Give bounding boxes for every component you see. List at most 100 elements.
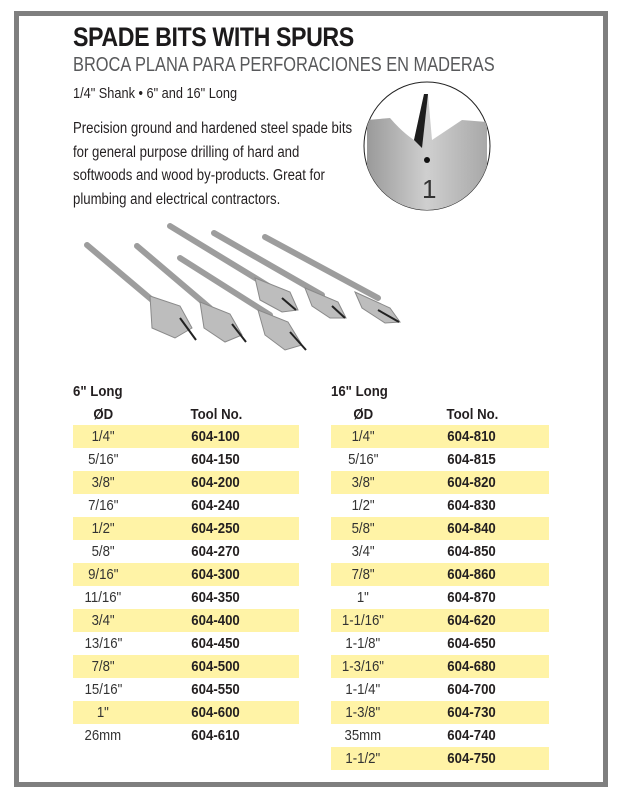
tool-number-cell: 604-550	[191, 681, 241, 698]
table-row: 5/8" 604-840	[331, 517, 549, 540]
table-row: 15/16" 604-550	[73, 678, 299, 701]
diameter-cell: 13/16"	[84, 635, 122, 652]
column-header-diameter: ØD	[353, 405, 373, 423]
tool-number-cell: 604-350	[191, 589, 241, 606]
table-row: 7/8" 604-500	[73, 655, 299, 678]
table-6-inch-long: 6" Long ØD Tool No. 1/4" 604-100 5/16" 604-…	[73, 383, 299, 747]
tool-number-cell: 604-700	[447, 681, 497, 698]
diameter-cell: 15/16"	[84, 681, 122, 698]
diameter-cell: 1-3/8"	[345, 704, 381, 721]
table-row: 7/16" 604-240	[73, 494, 299, 517]
spec-line: 1/4" Shank • 6" and 16" Long	[73, 85, 238, 102]
tool-number-cell: 604-740	[447, 727, 497, 744]
diameter-cell: 1-1/16"	[341, 612, 385, 629]
column-header-tool-no: Tool No.	[190, 405, 242, 423]
table-row: 5/16" 604-815	[331, 448, 549, 471]
tool-number-cell: 604-840	[447, 520, 497, 537]
diameter-cell: 9/16"	[87, 566, 119, 583]
tool-number-cell: 604-750	[447, 750, 497, 767]
tool-number-cell: 604-250	[191, 520, 241, 537]
tool-number-cell: 604-730	[447, 704, 497, 721]
tool-number-cell: 604-400	[191, 612, 241, 629]
tool-number-cell: 604-600	[191, 704, 241, 721]
tool-number-cell: 604-300	[191, 566, 241, 583]
spade-bits-set-image	[84, 223, 401, 351]
table-row: 1/4" 604-100	[73, 425, 299, 448]
table-body: 1/4" 604-100 5/16" 604-150 3/8" 604-200 7/16" 6…	[73, 425, 299, 747]
diameter-cell: 1-1/2"	[345, 750, 381, 767]
svg-text:1: 1	[422, 174, 436, 204]
diameter-cell: 1"	[96, 704, 110, 721]
table-row: 3/8" 604-820	[331, 471, 549, 494]
table-row: 1-3/8" 604-730	[331, 701, 549, 724]
table-body: 1/4" 604-810 5/16" 604-815 3/8" 604-820 1/2" 60…	[331, 425, 549, 770]
diameter-cell: 7/8"	[91, 658, 115, 675]
page-title: SPADE BITS WITH SPURS	[73, 22, 354, 52]
table-row: 3/8" 604-200	[73, 471, 299, 494]
table-row: 1/4" 604-810	[331, 425, 549, 448]
table-row: 7/8" 604-860	[331, 563, 549, 586]
diameter-cell: 1-1/4"	[345, 681, 381, 698]
tool-number-cell: 604-650	[447, 635, 497, 652]
column-header-diameter: ØD	[93, 405, 113, 423]
tool-number-cell: 604-500	[191, 658, 241, 675]
tool-number-cell: 604-830	[447, 497, 497, 514]
table-row: 5/16" 604-150	[73, 448, 299, 471]
diameter-cell: 1"	[356, 589, 370, 606]
table-row: 1/2" 604-830	[331, 494, 549, 517]
table-header: ØD Tool No.	[331, 403, 549, 425]
tool-number-cell: 604-200	[191, 474, 241, 491]
diameter-cell: 1/4"	[91, 428, 115, 445]
diameter-cell: 11/16"	[84, 589, 122, 606]
diameter-cell: 5/8"	[91, 543, 115, 560]
table-row: 35mm 604-740	[331, 724, 549, 747]
diameter-cell: 3/4"	[351, 543, 375, 560]
tool-number-cell: 604-815	[447, 451, 497, 468]
tool-number-cell: 604-620	[447, 612, 497, 629]
diameter-cell: 1/2"	[91, 520, 115, 537]
table-row: 3/4" 604-400	[73, 609, 299, 632]
diameter-cell: 3/4"	[91, 612, 115, 629]
diameter-cell: 1/2"	[351, 497, 375, 514]
table-row: 3/4" 604-850	[331, 540, 549, 563]
tool-number-cell: 604-240	[191, 497, 241, 514]
tool-number-cell: 604-450	[191, 635, 241, 652]
diameter-cell: 7/16"	[87, 497, 119, 514]
tool-number-cell: 604-820	[447, 474, 497, 491]
spade-tip-closeup-image: 1	[363, 81, 491, 211]
tool-number-cell: 604-270	[191, 543, 241, 560]
page-subtitle: BROCA PLANA PARA PERFORACIONES EN MADERA…	[73, 54, 495, 76]
tool-number-cell: 604-850	[447, 543, 497, 560]
diameter-cell: 5/8"	[351, 520, 375, 537]
diameter-cell: 5/16"	[87, 451, 119, 468]
table-row: 1-1/4" 604-700	[331, 678, 549, 701]
table-row: 1-1/2" 604-750	[331, 747, 549, 770]
table-header: ØD Tool No.	[73, 403, 299, 425]
diameter-cell: 7/8"	[351, 566, 375, 583]
table-row: 1/2" 604-250	[73, 517, 299, 540]
table-row: 1" 604-870	[331, 586, 549, 609]
table-row: 1-1/16" 604-620	[331, 609, 549, 632]
column-header-tool-no: Tool No.	[446, 405, 498, 423]
tool-number-cell: 604-100	[191, 428, 241, 445]
tool-number-cell: 604-680	[447, 658, 497, 675]
table-row: 11/16" 604-350	[73, 586, 299, 609]
diameter-cell: 5/16"	[347, 451, 379, 468]
table-16-inch-long: 16" Long ØD Tool No. 1/4" 604-810 5/16" 604…	[331, 383, 549, 770]
table-row: 1" 604-600	[73, 701, 299, 724]
table-row: 13/16" 604-450	[73, 632, 299, 655]
table-row: 9/16" 604-300	[73, 563, 299, 586]
table-row: 1-1/8" 604-650	[331, 632, 549, 655]
table-row: 5/8" 604-270	[73, 540, 299, 563]
table-row: 1-3/16" 604-680	[331, 655, 549, 678]
table-caption: 6" Long	[73, 383, 123, 400]
diameter-cell: 3/8"	[351, 474, 375, 491]
diameter-cell: 3/8"	[91, 474, 115, 491]
tool-number-cell: 604-610	[191, 727, 241, 744]
tool-number-cell: 604-870	[447, 589, 497, 606]
product-description: Precision ground and hardened steel spad…	[73, 120, 353, 208]
table-caption: 16" Long	[331, 383, 388, 400]
diameter-cell: 1-3/16"	[341, 658, 385, 675]
diameter-cell: 1-1/8"	[345, 635, 381, 652]
tool-number-cell: 604-860	[447, 566, 497, 583]
